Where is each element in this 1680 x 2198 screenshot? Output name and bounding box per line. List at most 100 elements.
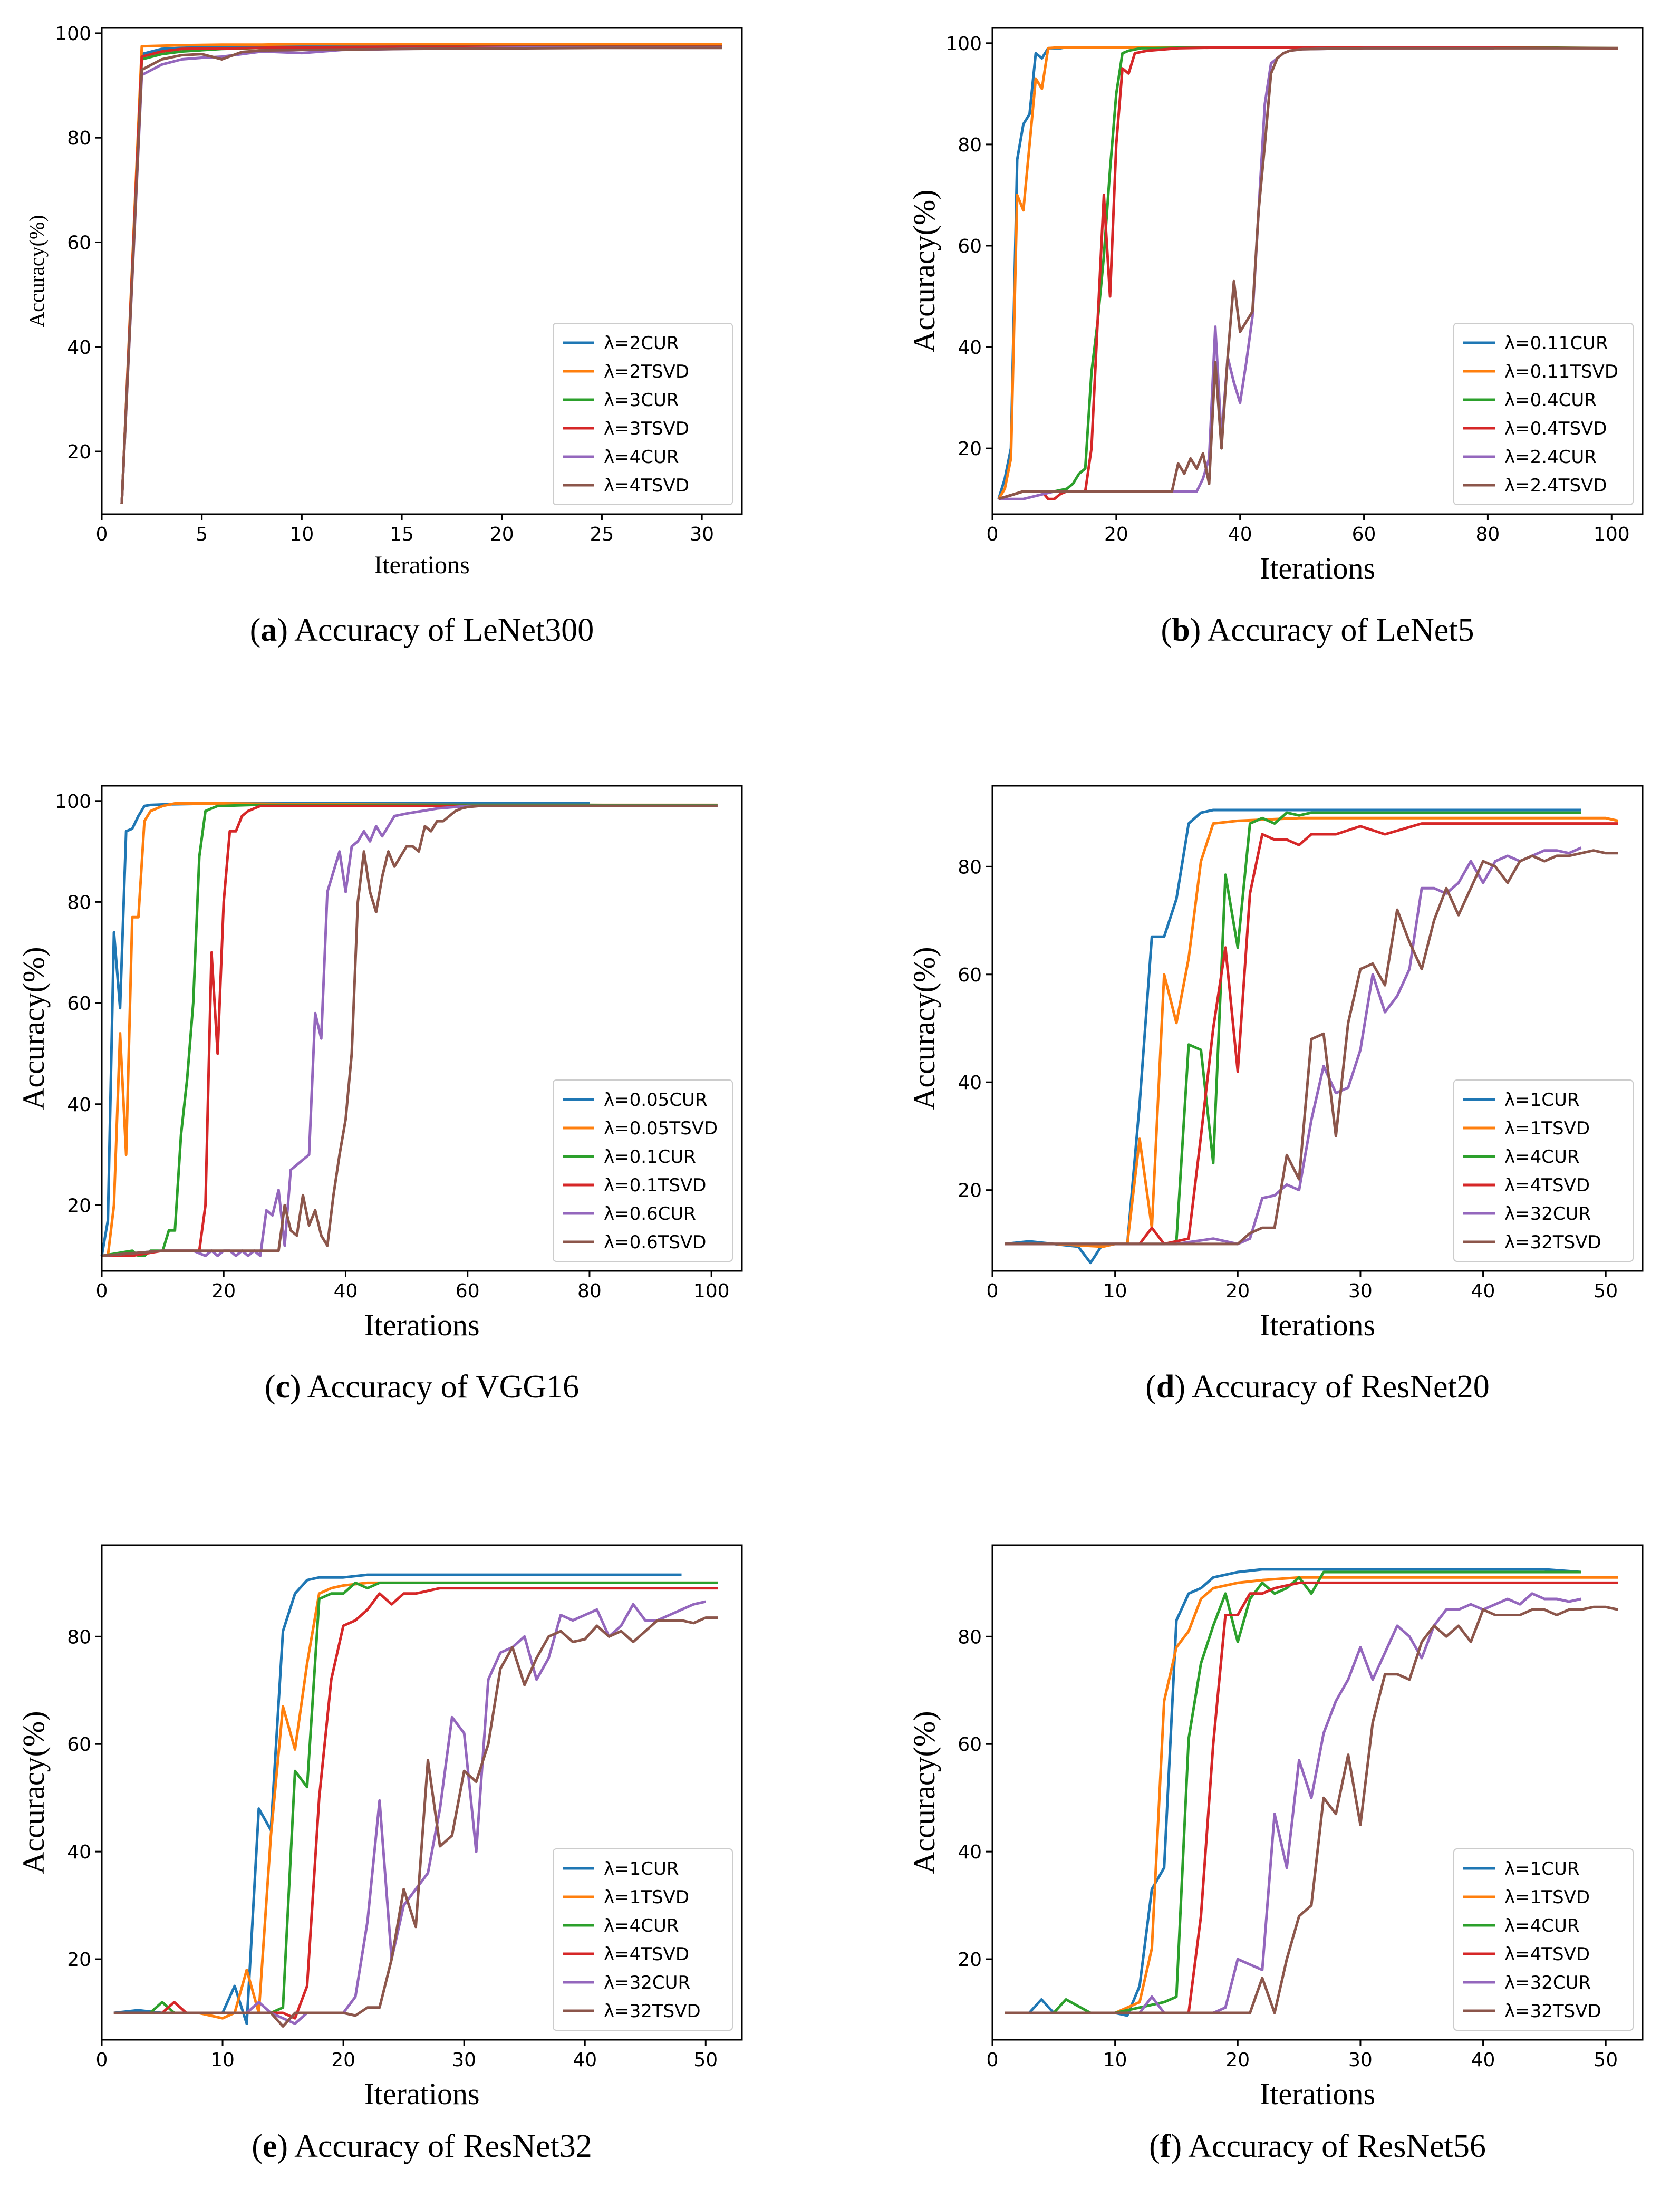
caption-letter: e	[263, 2128, 277, 2164]
legend-label-6: λ=32TSVD	[1504, 1232, 1601, 1253]
series-group	[120, 43, 722, 504]
legend-label-6: λ=2.4TSVD	[1504, 475, 1607, 496]
x-tick-label: 100	[693, 1280, 730, 1302]
x-tick-label: 30	[1348, 2049, 1373, 2071]
legend-label-5: λ=4CUR	[604, 447, 679, 468]
x-tick-label: 80	[577, 1280, 602, 1302]
chart-panel-1: 0 5 10 15 20 25 30 20 40 60 80 100 Iterations Accurac…	[25, 23, 743, 648]
y-axis-label: Accuracy(%)	[907, 1711, 941, 1874]
panel-caption: (f) Accuracy of ResNet56	[1149, 2128, 1486, 2164]
series-line-5	[1005, 846, 1582, 1246]
plot-frame	[991, 1544, 1644, 2041]
x-tick-label: 50	[1594, 2049, 1618, 2071]
chart-panel-4: 0 10 20 30 40 50 20 40 60 80 Iterations Accuracy(%)…	[907, 785, 1644, 1405]
legend: λ=0.05CUR λ=0.05TSVD λ=0.1CUR λ=0.1TSVD λ=0.…	[553, 1079, 733, 1262]
series-line-3	[113, 1581, 718, 2014]
plot-frame	[991, 27, 1644, 515]
series-line-6	[1005, 1605, 1619, 2014]
y-tick-label: 80	[67, 128, 91, 149]
y-tick-label: 20	[67, 441, 91, 463]
y-tick-label: 80	[67, 1626, 91, 1648]
y-tick-label: 20	[67, 1195, 91, 1217]
caption-paren-close: )	[277, 2128, 294, 2164]
y-tick-label: 20	[958, 438, 982, 460]
x-axis-label: Iterations	[1260, 2077, 1375, 2111]
legend-label-6: λ=32TSVD	[604, 2001, 701, 2022]
legend-label-6: λ=32TSVD	[1504, 2001, 1601, 2022]
series-line-1	[997, 46, 1494, 499]
legend-label-1: λ=1CUR	[1504, 1090, 1580, 1111]
legend-label-4: λ=4TSVD	[1504, 1175, 1590, 1196]
legend-label-5: λ=32CUR	[1504, 1972, 1591, 1993]
legend-label-3: λ=4CUR	[1504, 1146, 1580, 1168]
x-tick-label: 0	[987, 1280, 999, 1302]
x-axis-label: Iterations	[1260, 1308, 1375, 1342]
plot-frame	[991, 785, 1644, 1272]
x-tick-label: 30	[690, 524, 714, 545]
legend-label-6: λ=4TSVD	[604, 475, 689, 496]
x-tick-label: 10	[1103, 1280, 1127, 1302]
legend-label-3: λ=0.1CUR	[604, 1146, 696, 1168]
legend-label-5: λ=32CUR	[1504, 1203, 1591, 1225]
legend-label-4: λ=0.4TSVD	[1504, 418, 1607, 439]
series-line-6	[1005, 849, 1618, 1246]
plot-frame	[101, 1544, 743, 2041]
legend-box	[1453, 323, 1634, 505]
series-line-5	[113, 1600, 706, 2025]
y-tick-label: 40	[67, 1094, 91, 1116]
plot-frame	[101, 27, 743, 515]
series-line-2	[997, 46, 1494, 500]
x-tick-label: 40	[334, 1280, 358, 1302]
x-tick-label: 0	[987, 524, 999, 545]
y-axis-label: Accuracy(%)	[907, 189, 941, 352]
legend-label-1: λ=1CUR	[604, 1858, 679, 1879]
x-tick-label: 60	[1352, 524, 1376, 545]
legend-box	[1453, 1079, 1634, 1262]
legend-label-1: λ=0.05CUR	[604, 1090, 708, 1111]
y-tick-label: 40	[958, 337, 982, 359]
y-tick-label: 80	[958, 134, 982, 156]
chart-panel-2: 0 20 40 60 80 100 20 40 60 80 100 Iterations Accurac…	[907, 27, 1644, 648]
legend-label-4: λ=4TSVD	[604, 1944, 689, 1965]
series-line-4	[998, 46, 1618, 500]
x-tick-label: 40	[1228, 524, 1252, 545]
series-group	[100, 802, 718, 1257]
series-line-5	[998, 46, 1494, 500]
caption-paren-open: (	[265, 1369, 276, 1405]
legend-label-5: λ=32CUR	[604, 1972, 690, 1993]
panel-caption: (c) Accuracy of VGG16	[265, 1369, 579, 1405]
x-axis-label: Iterations	[364, 2077, 479, 2111]
series-line-1	[100, 802, 590, 1256]
legend-box	[1453, 1848, 1634, 2031]
y-tick-label: 60	[958, 965, 982, 986]
series-line-6	[998, 46, 1618, 500]
y-tick-label: 60	[958, 1734, 982, 1756]
caption-letter: f	[1160, 2128, 1172, 2164]
legend-label-3: λ=3CUR	[604, 390, 679, 411]
caption-paren-open: (	[1145, 1369, 1156, 1405]
x-tick-label: 50	[693, 2049, 718, 2071]
legend: λ=1CUR λ=1TSVD λ=4CUR λ=4TSVD λ=32CUR λ=32TSV…	[1453, 1848, 1634, 2031]
caption-text: Accuracy of ResNet56	[1188, 2128, 1486, 2164]
x-tick-label: 20	[490, 524, 514, 545]
x-tick-label: 15	[390, 524, 414, 545]
chart-panel-5: 0 10 20 30 40 50 20 40 60 80 Iterations Accuracy(%)…	[16, 1544, 743, 2164]
caption-text: Accuracy of ResNet20	[1192, 1369, 1490, 1405]
caption-paren-close: )	[1174, 1369, 1192, 1405]
legend-label-2: λ=1TSVD	[1504, 1887, 1590, 1908]
panel-caption: (d) Accuracy of ResNet20	[1145, 1369, 1490, 1405]
x-tick-label: 5	[196, 524, 208, 545]
x-tick-label: 60	[456, 1280, 480, 1302]
legend-box	[553, 1848, 733, 2031]
caption-letter: d	[1156, 1369, 1174, 1405]
y-tick-label: 20	[67, 1949, 91, 1971]
legend-label-3: λ=4CUR	[604, 1915, 679, 1936]
y-tick-label: 80	[958, 1626, 982, 1648]
x-tick-label: 20	[331, 2049, 355, 2071]
series-line-6	[120, 46, 722, 504]
x-tick-label: 30	[452, 2049, 476, 2071]
caption-paren-open: (	[252, 2128, 263, 2164]
caption-letter: a	[260, 612, 277, 648]
x-tick-label: 80	[1476, 524, 1500, 545]
x-axis-label: Iterations	[1260, 551, 1375, 585]
